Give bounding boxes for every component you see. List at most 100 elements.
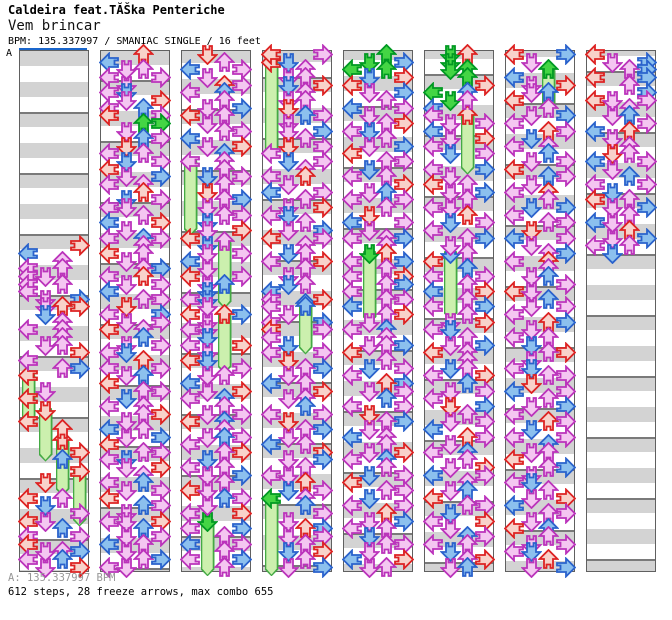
left-arrow-note — [261, 296, 282, 318]
down-arrow-note — [602, 228, 623, 249]
up-arrow-note — [133, 441, 154, 463]
freeze-arrow-head — [359, 243, 380, 264]
down-arrow-note — [35, 511, 56, 532]
up-arrow-note — [295, 548, 316, 570]
left-arrow-note — [261, 403, 282, 425]
up-arrow-note — [295, 273, 316, 295]
down-arrow-note — [197, 243, 218, 264]
left-arrow-note — [585, 174, 606, 196]
down-arrow-note — [602, 182, 623, 203]
left-arrow-note — [180, 334, 201, 356]
down-arrow-note — [440, 166, 461, 188]
left-arrow-note — [99, 212, 120, 234]
right-arrow-note — [150, 311, 171, 333]
up-arrow-note — [52, 334, 73, 356]
left-arrow-note — [342, 319, 363, 341]
measure-line — [425, 196, 493, 198]
down-arrow-note — [197, 449, 218, 471]
left-arrow-note — [504, 44, 525, 65]
up-arrow-note — [457, 304, 478, 325]
right-arrow-note — [69, 556, 90, 578]
left-arrow-note — [342, 227, 363, 249]
left-arrow-note — [261, 204, 282, 226]
measure-line — [20, 478, 88, 480]
right-arrow-note — [393, 189, 414, 211]
right-arrow-note — [231, 334, 252, 356]
left-arrow-note — [504, 250, 525, 272]
down-arrow-note — [278, 557, 299, 578]
right-arrow-note — [150, 128, 171, 150]
right-arrow-note — [393, 548, 414, 570]
up-arrow-note — [214, 487, 235, 509]
measure-line — [425, 501, 493, 503]
left-arrow-note — [180, 304, 201, 326]
right-arrow-note — [555, 311, 576, 333]
measure-line — [20, 539, 88, 541]
right-arrow-note — [474, 334, 495, 356]
left-arrow-note — [180, 350, 201, 371]
right-arrow-note — [150, 166, 171, 188]
left-arrow-note — [342, 472, 363, 494]
left-arrow-note — [180, 250, 201, 272]
down-arrow-note — [197, 381, 218, 402]
down-arrow-note — [359, 557, 380, 578]
down-arrow-note — [359, 159, 380, 180]
down-arrow-note — [116, 411, 137, 433]
down-arrow-note — [440, 335, 461, 356]
chart-column-8 — [585, 44, 657, 572]
right-arrow-note — [555, 556, 576, 578]
down-arrow-note — [35, 266, 56, 287]
up-arrow-note — [133, 204, 154, 226]
left-arrow-note — [423, 250, 444, 272]
left-arrow-note — [423, 365, 444, 387]
left-arrow-note — [423, 464, 444, 486]
down-arrow-note — [440, 381, 461, 402]
up-arrow-note — [538, 265, 559, 287]
right-arrow-note — [312, 480, 333, 502]
right-arrow-note — [150, 548, 171, 570]
up-arrow-note — [52, 548, 73, 570]
freeze-arrow-head — [214, 304, 235, 325]
left-arrow-note — [261, 372, 282, 394]
up-arrow-note — [295, 105, 316, 126]
left-arrow-note — [261, 44, 282, 65]
up-arrow-note — [457, 89, 478, 111]
down-arrow-note — [521, 82, 542, 104]
right-arrow-note — [393, 441, 414, 463]
left-arrow-note — [423, 219, 444, 241]
up-arrow-note — [295, 166, 316, 187]
down-arrow-note — [359, 419, 380, 440]
right-arrow-note — [312, 319, 333, 341]
left-arrow-note — [180, 434, 201, 456]
left-arrow-note — [342, 74, 363, 96]
down-arrow-note — [359, 335, 380, 356]
down-arrow-note — [116, 90, 137, 111]
left-arrow-note — [180, 388, 201, 410]
down-arrow-note — [521, 281, 542, 303]
bpm-difficulty-info: BPM: 135.337997 / SMANIAC SINGLE / 16 fe… — [8, 36, 261, 47]
left-arrow-note — [99, 449, 120, 471]
left-arrow-note — [504, 518, 525, 540]
left-arrow-note — [423, 135, 444, 157]
left-arrow-note — [342, 120, 363, 142]
left-arrow-note — [99, 304, 120, 326]
down-arrow-note — [359, 121, 380, 142]
left-arrow-note — [99, 158, 120, 180]
freeze-arrow-body — [444, 251, 458, 320]
down-arrow-note — [521, 488, 542, 509]
left-arrow-note — [423, 82, 444, 104]
measure-line — [425, 379, 493, 381]
up-arrow-note — [133, 495, 154, 516]
right-arrow-note — [69, 296, 90, 318]
left-arrow-note — [99, 174, 120, 196]
freeze-arrow-body — [363, 251, 377, 324]
down-arrow-note — [359, 488, 380, 509]
right-arrow-note — [312, 44, 333, 65]
left-arrow-note — [99, 395, 120, 417]
up-arrow-note — [538, 97, 559, 119]
left-arrow-note — [342, 495, 363, 517]
left-arrow-note — [99, 418, 120, 440]
down-arrow-note — [521, 52, 542, 73]
up-arrow-note — [295, 495, 316, 516]
